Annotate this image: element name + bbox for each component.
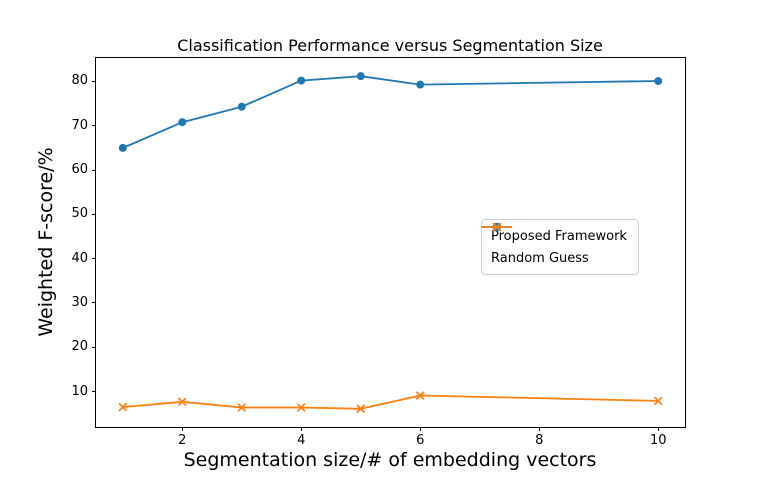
legend-item-1: Random Guess bbox=[482, 222, 627, 268]
y-tick-label: 60 bbox=[71, 162, 88, 178]
series-line-1 bbox=[122, 394, 659, 410]
y-tick-label: 80 bbox=[71, 73, 88, 89]
data-point-marker bbox=[654, 77, 663, 86]
x-tick-label: 6 bbox=[416, 433, 425, 448]
legend-label: Proposed Framework bbox=[491, 228, 627, 244]
data-point-marker bbox=[356, 72, 365, 81]
y-tick-label: 50 bbox=[71, 206, 88, 222]
series-line-0 bbox=[122, 75, 659, 149]
y-tick-label: 10 bbox=[71, 383, 88, 399]
x-tick-label: 4 bbox=[297, 433, 306, 448]
x-tick-mark bbox=[300, 427, 302, 431]
data-point-marker bbox=[178, 118, 187, 127]
y-tick-label: 70 bbox=[71, 117, 88, 133]
legend-marker-x-icon bbox=[482, 222, 512, 232]
y-tick-label: 30 bbox=[71, 294, 88, 310]
data-point-marker bbox=[653, 396, 663, 406]
data-point-marker bbox=[118, 143, 127, 152]
data-point-marker bbox=[237, 403, 247, 412]
data-point-marker bbox=[237, 102, 246, 111]
x-axis-label: Segmentation size/# of embedding vectors bbox=[183, 449, 597, 471]
x-tick-label: 8 bbox=[535, 433, 544, 448]
data-point-marker bbox=[356, 404, 366, 414]
y-tick-mark bbox=[92, 213, 96, 215]
y-tick-label: 40 bbox=[71, 250, 88, 266]
chart-title: Classification Performance versus Segmen… bbox=[177, 36, 603, 55]
y-tick-label: 20 bbox=[71, 339, 88, 355]
x-tick-label: 10 bbox=[649, 433, 667, 448]
y-tick-mark bbox=[92, 169, 96, 171]
data-point-marker bbox=[177, 397, 187, 407]
y-tick-mark bbox=[92, 391, 96, 393]
y-tick-mark bbox=[92, 302, 96, 304]
legend-label: Random Guess bbox=[491, 250, 589, 266]
x-tick-mark bbox=[538, 427, 540, 431]
y-tick-mark bbox=[92, 258, 96, 260]
x-tick-mark bbox=[657, 427, 659, 431]
plot-area: Proposed Framework Random Guess bbox=[95, 57, 686, 428]
data-point-marker bbox=[416, 80, 425, 89]
y-tick-mark bbox=[92, 80, 96, 82]
data-point-marker bbox=[415, 391, 425, 400]
y-tick-mark bbox=[92, 346, 96, 348]
x-tick-mark bbox=[181, 427, 183, 431]
plot-canvas bbox=[118, 72, 663, 414]
x-tick-label: 2 bbox=[178, 433, 187, 448]
y-tick-mark bbox=[92, 125, 96, 127]
x-tick-mark bbox=[419, 427, 421, 431]
data-point-marker bbox=[118, 402, 128, 412]
legend: Proposed Framework Random Guess bbox=[481, 219, 639, 275]
data-point-marker bbox=[297, 76, 306, 85]
data-point-marker bbox=[296, 403, 306, 412]
